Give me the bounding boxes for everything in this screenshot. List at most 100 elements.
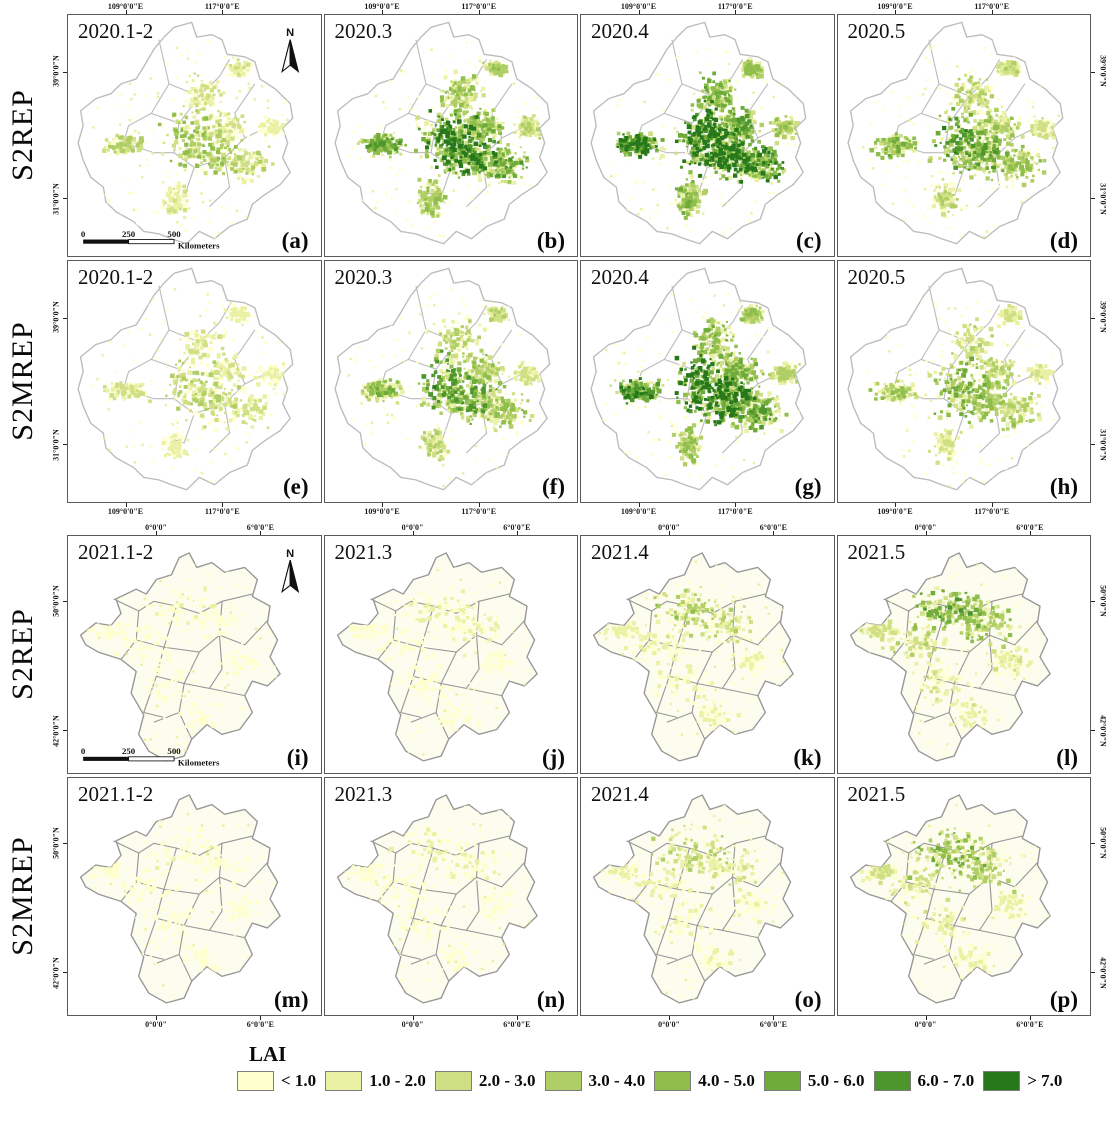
lat-label: 42°0'0"N — [1098, 715, 1107, 748]
axis-tick — [991, 9, 993, 14]
map-frame — [323, 776, 578, 1016]
lat-label: 31°0'0"N — [1098, 429, 1107, 461]
svg-text:0: 0 — [81, 228, 86, 238]
axis-tick — [638, 9, 640, 14]
legend-item: 3.0 - 4.0 — [544, 1071, 645, 1091]
lon-label: 6°0'0"E — [1016, 522, 1044, 532]
row-label: S2MREP — [5, 321, 39, 441]
axis-tick — [382, 9, 384, 14]
map-canvas — [590, 267, 807, 490]
axis-tick — [1091, 444, 1095, 446]
legend-item: 1.0 - 2.0 — [325, 1071, 426, 1091]
lon-label: 6°0'0"E — [1016, 1019, 1044, 1029]
panel-title: 2021.5 — [847, 781, 906, 806]
lat-label: 50°0'0"N — [1098, 826, 1107, 859]
map-frame: N 0 250 500 Kilometers — [67, 534, 322, 774]
panel-title: 2021.3 — [334, 539, 393, 564]
map-panel-h: 2020.5 (h) 109°0'0"E 117°0'0"E — [836, 259, 1095, 516]
lat-label: 39°0'0"N — [51, 301, 60, 333]
axis-tick — [63, 972, 67, 974]
lon-label: 117°0'0"E — [204, 1, 240, 11]
axis-tick — [478, 9, 480, 14]
map-canvas — [336, 551, 538, 762]
lon-label: 117°0'0"E — [461, 1, 497, 11]
legend-item: 5.0 - 6.0 — [763, 1071, 865, 1091]
axis-tick — [260, 530, 262, 535]
map-canvas — [592, 551, 794, 762]
map-canvas — [592, 793, 794, 1004]
lai-legend: LAI < 1.0 1.0 - 2.0 2.0 - 3.0 3.0 - 4.0 4.0 … — [237, 1042, 1113, 1091]
legend-item: 6.0 - 7.0 — [873, 1071, 974, 1091]
lat-axis-left: 39°0'0"N 31°0'0"N — [45, 12, 66, 258]
row-label-column: S2REP — [0, 533, 45, 775]
panel-letter: (o) — [794, 986, 822, 1012]
lat-label: 50°0'0"N — [1098, 584, 1107, 617]
map-panel-i: N 0 250 500 Kilometers 2021.1-2 (i) 0°0'0" 6°0'0… — [63, 523, 322, 774]
panel-title: 2021.5 — [847, 539, 906, 564]
axis-tick — [925, 530, 927, 535]
map-canvas — [79, 793, 281, 1004]
map-frame — [580, 259, 835, 503]
lon-label: 6°0'0"E — [503, 1019, 531, 1029]
map-panel-j: 2021.3 (j) 0°0'0" 6°0'0"E — [323, 523, 578, 774]
axis-tick — [1029, 530, 1031, 535]
legend-swatch — [325, 1071, 363, 1091]
legend-item: 4.0 - 5.0 — [654, 1071, 755, 1091]
map-canvas — [590, 21, 807, 244]
panel-letter: (d) — [1049, 227, 1078, 253]
panel-row: S2MREP 50°0'0"N 42°0'0"N 2021.1-2 (m) 0°0'0" 6… — [0, 775, 1113, 1029]
axis-tick — [925, 1015, 927, 1020]
axis-tick — [516, 530, 518, 535]
panel-letter: (j) — [542, 744, 565, 770]
legend-items: < 1.0 1.0 - 2.0 2.0 - 3.0 3.0 - 4.0 4.0 - 5.… — [237, 1071, 1113, 1091]
axis-tick — [773, 530, 775, 535]
lon-label: 6°0'0"E — [759, 522, 788, 532]
panel-letter: (k) — [793, 744, 822, 770]
axis-tick — [222, 9, 224, 14]
panel-letter: (a) — [281, 227, 309, 253]
map-panel-e: 2020.1-2 (e) 109°0'0"E 117°0'0"E — [63, 259, 322, 516]
lon-label: 6°0'0"E — [759, 1019, 788, 1029]
svg-text:500: 500 — [167, 746, 180, 756]
row-label: S2REP — [5, 608, 39, 700]
panel-title: 2021.4 — [591, 781, 649, 806]
lat-label: 31°0'0"N — [51, 429, 60, 461]
map-panel-p: 2021.5 (p) 0°0'0" 6°0'0"E — [836, 776, 1095, 1029]
lon-label: 0°0'0" — [658, 1019, 680, 1029]
legend-swatch — [763, 1071, 801, 1091]
axis-tick — [895, 502, 897, 507]
legend-label: 1.0 - 2.0 — [369, 1071, 426, 1090]
lon-label: 0°0'0" — [658, 522, 680, 532]
panel-title: 2020.3 — [334, 18, 393, 43]
axis-tick — [1091, 972, 1095, 974]
map-frame — [580, 534, 835, 774]
map-frame — [67, 776, 322, 1016]
axis-tick — [1091, 198, 1095, 200]
axis-tick — [991, 502, 993, 507]
axis-tick — [156, 1015, 158, 1020]
lon-label: 117°0'0"E — [717, 506, 753, 516]
lon-label: 109°0'0"E — [107, 1, 144, 11]
legend-label: 2.0 - 3.0 — [478, 1071, 536, 1090]
lon-label: 0°0'0" — [401, 522, 424, 532]
panel-letter: (l) — [1056, 744, 1078, 770]
row-label-column: S2MREP — [0, 775, 45, 1017]
svg-text:250: 250 — [122, 746, 135, 756]
panel-row: S2MREP 39°0'0"N 31°0'0"N 2020.1-2 (e) 109°0'0… — [0, 258, 1113, 516]
lon-label: 117°0'0"E — [461, 506, 497, 516]
svg-text:Kilometers: Kilometers — [178, 757, 220, 767]
lat-axis-left: 39°0'0"N 31°0'0"N — [45, 258, 66, 504]
svg-text:N: N — [286, 547, 294, 559]
svg-text:N: N — [286, 27, 294, 39]
axis-tick — [895, 9, 897, 14]
axis-tick — [63, 730, 67, 732]
axis-tick — [63, 198, 67, 200]
panel-letter: (p) — [1049, 986, 1078, 1012]
axis-tick — [735, 502, 737, 507]
map-canvas — [849, 793, 1051, 1004]
map-block-china: S2REP 39°0'0"N 31°0'0"N N 0 250 500 Kilometers 2… — [0, 0, 1113, 521]
panel-title: 2020.1-2 — [78, 264, 154, 289]
map-panel-a: N 0 250 500 Kilometers 2020.1-2 (a) 109°0'0"E 11… — [63, 2, 322, 257]
map-panel-l: 2021.5 (l) 0°0'0" 6°0'0"E — [836, 523, 1095, 774]
